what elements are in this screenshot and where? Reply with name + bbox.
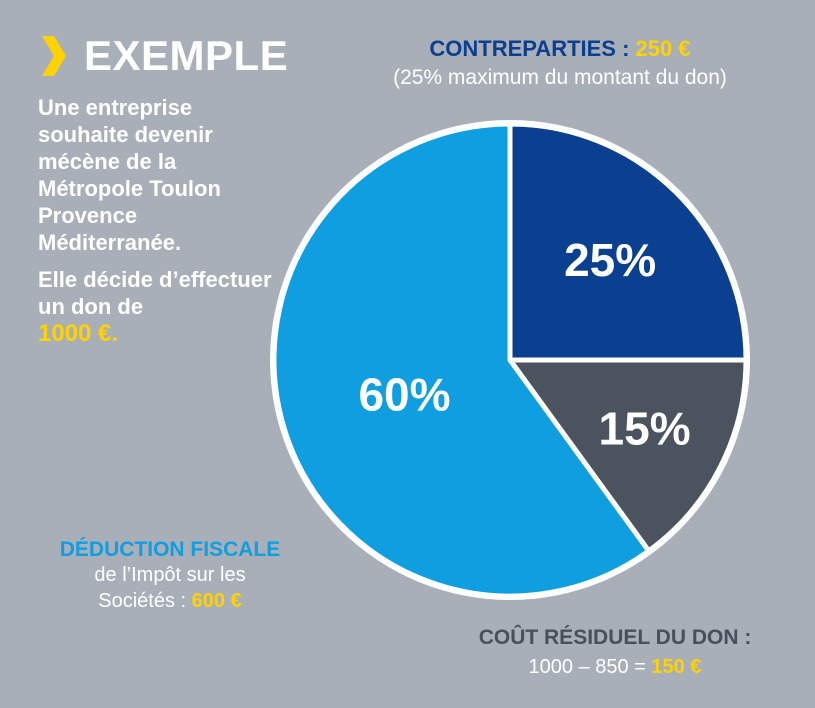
deduction-title: DÉDUCTION FISCALE [59, 538, 281, 561]
deduction-amount: 600 € [191, 590, 242, 612]
deduction-line-1: de l’Impôt sur les [94, 564, 246, 586]
intro-text: Une entreprise souhaite devenir mécène d… [38, 94, 278, 347]
cout-line-row: 1000 – 850 = 150 € [430, 656, 800, 679]
intro-line-2-text: Elle décide d’effectuer un don de [38, 267, 272, 319]
heading: EXEMPLE [38, 32, 288, 80]
pie-slice-25 [507, 121, 749, 363]
cout-title: COÛT RÉSIDUEL DU DON : [478, 626, 752, 649]
pie-slice-60 [271, 121, 652, 599]
pie-label-60: 60% [358, 368, 450, 420]
intro-line-2: Elle décide d’effectuer un don de [38, 266, 278, 320]
chevron-right-icon [42, 36, 66, 76]
cout-amount: 150 € [651, 656, 702, 678]
donation-amount: 1000 €. [38, 320, 119, 347]
cout-line: 1000 – 850 = [528, 656, 646, 678]
intro-line-1: Une entreprise souhaite devenir mécène d… [38, 95, 221, 255]
contreparties-title: CONTREPARTIES : [429, 36, 630, 61]
pie-label-15: 15% [599, 403, 691, 455]
pie-label-25: 25% [564, 234, 656, 286]
cout-block: COÛT RÉSIDUEL DU DON : 1000 – 850 = 150 … [430, 626, 800, 679]
heading-title: EXEMPLE [84, 32, 289, 79]
deduction-line-2: Sociétés : [98, 590, 187, 612]
contreparties-title-row: CONTREPARTIES : 250 € [340, 36, 780, 62]
contreparties-block: CONTREPARTIES : 250 € (25% maximum du mo… [340, 36, 780, 90]
deduction-block: DÉDUCTION FISCALE de l’Impôt sur les Soc… [20, 538, 320, 614]
contreparties-amount: 250 € [635, 36, 691, 61]
pie-slice-15 [507, 357, 749, 554]
contreparties-subtitle: (25% maximum du montant du don) [393, 66, 727, 89]
deduction-line-2-row: Sociétés : 600 € [20, 588, 320, 614]
